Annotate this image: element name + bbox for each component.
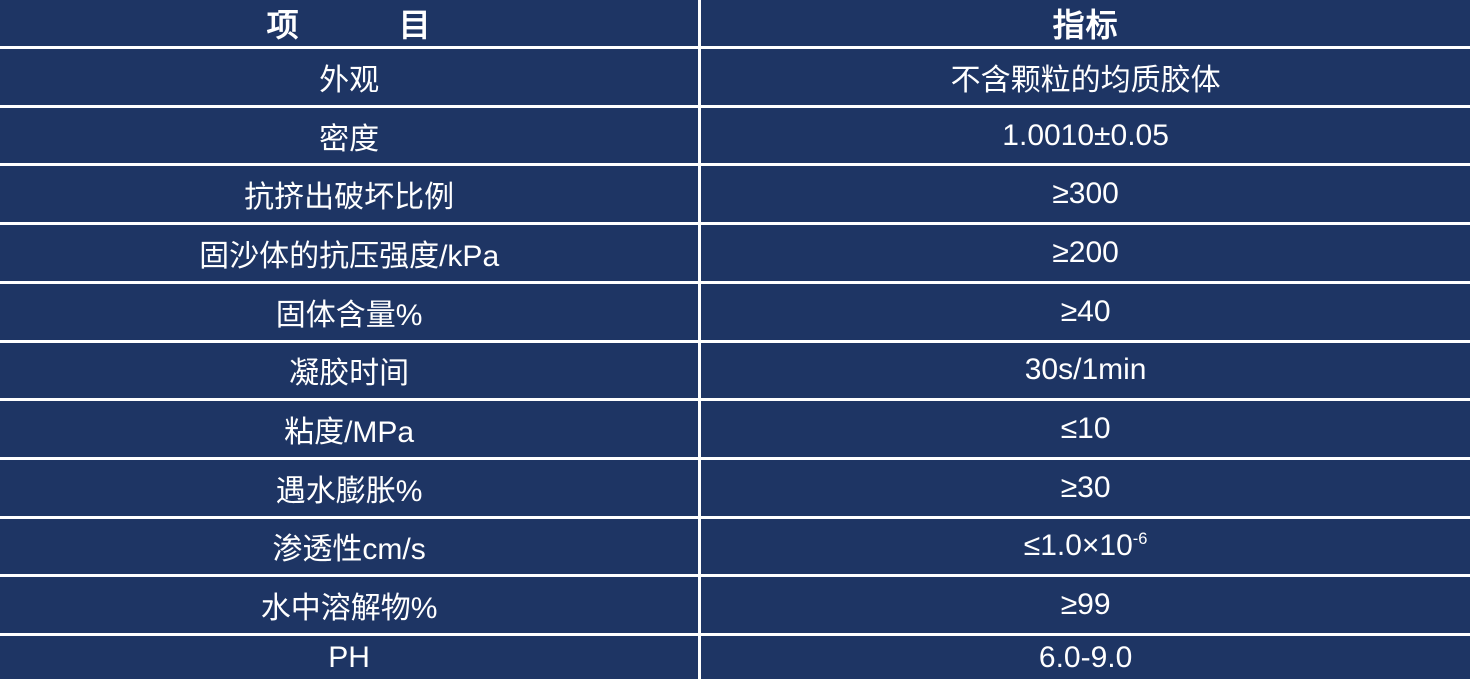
value-cell: ≥99 bbox=[698, 574, 1470, 637]
column-header-indicator: 指标 bbox=[698, 0, 1470, 49]
value-cell: 30s/1min bbox=[698, 339, 1470, 402]
item-cell: 固沙体的抗压强度/kPa bbox=[0, 222, 702, 284]
value-text: ≥99 bbox=[1060, 588, 1111, 622]
value-superscript: -6 bbox=[1132, 530, 1148, 549]
value-text: ≤10 bbox=[1060, 412, 1111, 446]
table-row: 遇水膨胀% ≥30 bbox=[0, 456, 1470, 519]
value-text: ≥200 bbox=[1052, 235, 1119, 269]
value-text: ≥40 bbox=[1060, 294, 1111, 328]
value-cell: ≥200 bbox=[698, 222, 1470, 284]
value-text: 不含颗粒的均质胶体 bbox=[950, 63, 1221, 97]
item-cell: PH bbox=[0, 633, 702, 679]
table-row: 外观 不含颗粒的均质胶体 bbox=[0, 46, 1470, 108]
item-cell: 凝胶时间 bbox=[0, 339, 702, 402]
table-row: 水中溶解物% ≥99 bbox=[0, 574, 1470, 637]
item-cell: 粘度/MPa bbox=[0, 398, 702, 460]
value-cell: ≤10 bbox=[698, 398, 1470, 460]
value-text: 1.0010±0.05 bbox=[1002, 118, 1169, 152]
item-cell: 固体含量% bbox=[0, 280, 702, 343]
header-row: 项 目 指标 bbox=[0, 0, 1470, 49]
value-text: 6.0-9.0 bbox=[1038, 640, 1133, 674]
table-row: 粘度/MPa ≤10 bbox=[0, 398, 1470, 460]
column-header-item: 项 目 bbox=[0, 0, 702, 49]
table-row: 密度 1.0010±0.05 bbox=[0, 104, 1470, 167]
table-row: 固沙体的抗压强度/kPa ≥200 bbox=[0, 222, 1470, 284]
table-row: 抗挤出破坏比例 ≥300 bbox=[0, 163, 1470, 226]
value-cell: ≥40 bbox=[698, 280, 1470, 343]
value-text: 30s/1min bbox=[1024, 353, 1147, 387]
value-cell: ≥300 bbox=[698, 163, 1470, 226]
table-row: PH 6.0-9.0 bbox=[0, 633, 1470, 679]
value-text: ≥300 bbox=[1052, 177, 1119, 211]
item-cell: 水中溶解物% bbox=[0, 574, 702, 637]
value-cell: ≤1.0×10-6 bbox=[698, 515, 1470, 578]
item-cell: 遇水膨胀% bbox=[0, 456, 702, 519]
item-cell: 抗挤出破坏比例 bbox=[0, 163, 702, 226]
table-row: 渗透性cm/s ≤1.0×10-6 bbox=[0, 515, 1470, 578]
item-cell: 外观 bbox=[0, 46, 702, 108]
value-text: ≤1.0×10 bbox=[1023, 529, 1133, 563]
item-cell: 渗透性cm/s bbox=[0, 515, 702, 578]
value-cell: 6.0-9.0 bbox=[698, 633, 1470, 679]
value-cell: 1.0010±0.05 bbox=[698, 104, 1470, 167]
value-text: ≥30 bbox=[1060, 470, 1111, 504]
table-row: 凝胶时间 30s/1min bbox=[0, 339, 1470, 402]
value-cell: 不含颗粒的均质胶体 bbox=[698, 46, 1470, 108]
item-cell: 密度 bbox=[0, 104, 702, 167]
table-row: 固体含量% ≥40 bbox=[0, 280, 1470, 343]
value-cell: ≥30 bbox=[698, 456, 1470, 519]
